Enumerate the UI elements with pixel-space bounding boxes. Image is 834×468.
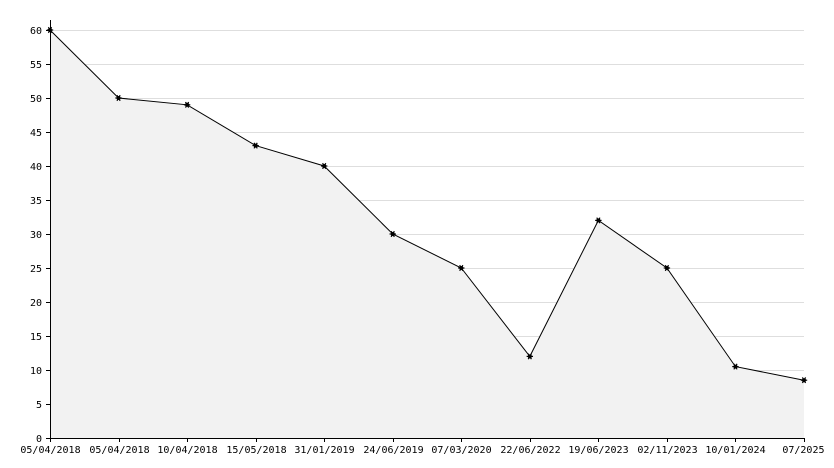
data-point-5 bbox=[389, 230, 396, 238]
x-tick-label-6: 07/03/2020 bbox=[431, 445, 491, 456]
data-point-10 bbox=[732, 363, 739, 370]
data-point-1 bbox=[115, 94, 122, 102]
data-point-11 bbox=[800, 377, 808, 384]
x-tick-label-4: 31/01/2019 bbox=[294, 445, 354, 456]
data-point-9 bbox=[663, 264, 671, 272]
x-tick-label-3: 15/05/2018 bbox=[226, 445, 286, 456]
y-tick-label-40: 40 bbox=[30, 162, 42, 173]
data-point-7 bbox=[526, 353, 534, 360]
x-axis-ticks: 05/04/2018 05/04/2018 10/04/2018 15/05/2018… bbox=[20, 438, 825, 456]
x-tick-label-7: 22/06/2022 bbox=[500, 445, 560, 456]
series-line-layer bbox=[49, 29, 805, 381]
data-point-6 bbox=[458, 264, 465, 272]
area-fill-layer bbox=[50, 30, 804, 438]
area-fill bbox=[50, 30, 804, 438]
data-markers bbox=[46, 26, 808, 384]
y-axis-ticks: 0 5 10 15 20 25 30 35 40 45 50 55 60 bbox=[30, 26, 50, 445]
x-tick-label-0: 05/04/2018 bbox=[20, 445, 80, 456]
y-tick-label-5: 5 bbox=[36, 400, 42, 411]
y-tick-label-50: 50 bbox=[30, 94, 42, 105]
axes bbox=[50, 20, 805, 439]
y-tick-label-10: 10 bbox=[30, 366, 42, 377]
y-tick-label-30: 30 bbox=[30, 230, 42, 241]
y-tick-label-45: 45 bbox=[30, 128, 42, 139]
data-point-0 bbox=[46, 26, 54, 34]
y-tick-label-20: 20 bbox=[30, 298, 42, 309]
data-point-2 bbox=[183, 101, 191, 108]
x-tick-label-1: 05/04/2018 bbox=[89, 445, 149, 456]
x-tick-label-2: 10/04/2018 bbox=[157, 445, 217, 456]
y-tick-label-55: 55 bbox=[30, 60, 42, 71]
x-tick-label-8: 19/06/2023 bbox=[568, 445, 628, 456]
y-tick-label-0: 0 bbox=[36, 434, 42, 445]
data-point-4 bbox=[320, 162, 328, 170]
data-point-8 bbox=[595, 217, 602, 224]
y-tick-label-15: 15 bbox=[30, 332, 42, 343]
x-tick-label-10: 10/01/2024 bbox=[705, 445, 765, 456]
y-tick-label-35: 35 bbox=[30, 196, 42, 207]
y-tick-label-60: 60 bbox=[30, 26, 42, 37]
x-tick-label-9: 02/11/2023 bbox=[637, 445, 697, 456]
y-tick-label-25: 25 bbox=[30, 264, 42, 275]
x-tick-label-11: 07/2025 bbox=[782, 445, 824, 456]
x-tick-label-5: 24/06/2019 bbox=[363, 445, 423, 456]
series-line bbox=[49, 29, 805, 381]
data-point-3 bbox=[252, 142, 259, 149]
